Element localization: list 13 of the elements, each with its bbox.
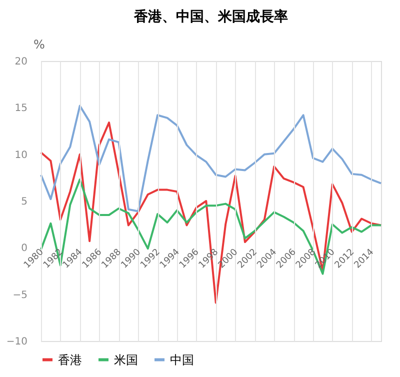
y-tick-label: 0: [21, 243, 28, 254]
y-tick-label: 10: [14, 150, 28, 161]
y-tick-label: 15: [14, 103, 28, 114]
legend-label: 米国: [114, 352, 138, 367]
line-series: [40, 104, 382, 212]
legend-label: 中国: [170, 352, 194, 367]
y-tick-label: 20: [14, 56, 28, 68]
y-axis-title: %: [34, 38, 45, 52]
y-tick-label: −10: [6, 336, 28, 348]
y-tick-label: 5: [21, 196, 28, 208]
legend-label: 香港: [58, 352, 82, 367]
y-tick-label: −5: [12, 290, 28, 301]
chart-title: 香港、中国、米国成長率: [133, 8, 288, 25]
